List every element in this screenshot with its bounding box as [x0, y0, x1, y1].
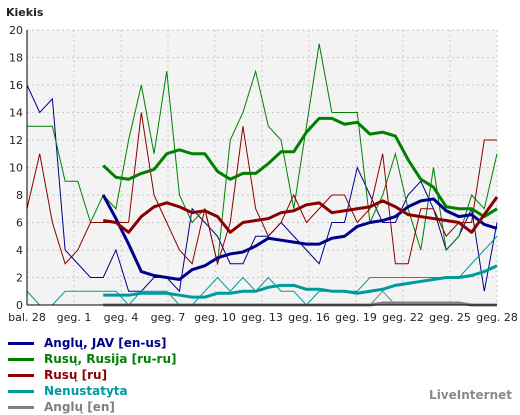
legend-item-4: Anglų [en] [8, 399, 177, 415]
y-tick-label: 6 [16, 217, 23, 230]
legend-item-2: Rusų [ru] [8, 367, 177, 383]
x-tick-label: geg. 13 [241, 311, 283, 324]
series-trend-2 [102, 196, 499, 234]
legend-item-0: Anglų, JAV [en-us] [8, 335, 177, 351]
x-tick-label: geg. 16 [288, 311, 330, 324]
x-tick-label: geg. 28 [476, 311, 518, 324]
brand-label: LiveInternet [429, 388, 512, 402]
series-trend-1 [102, 116, 498, 219]
y-tick-label: 16 [9, 79, 23, 92]
legend-swatch [8, 357, 34, 361]
series-line-3 [26, 235, 498, 306]
axes: 0 2 4 6 8 10 12 14 16 18 20 bal. 28 geg. 1 geg. 4 geg.… [8, 24, 518, 324]
y-tick-label: 2 [16, 272, 23, 285]
y-tick-label: 18 [9, 52, 23, 65]
legend: Anglų, JAV [en-us] Rusų, Rusija [ru-ru] Ru… [8, 335, 177, 415]
y-tick-label: 12 [9, 134, 23, 147]
y-tick-label: 10 [9, 162, 23, 175]
x-tick-label: geg. 10 [194, 311, 236, 324]
x-tick-label: geg. 7 [151, 311, 186, 324]
legend-swatch [8, 373, 34, 377]
x-tick-label: bal. 28 [8, 311, 46, 324]
series-trend-0 [101, 194, 498, 281]
legend-swatch [8, 389, 34, 393]
x-tick-label: geg. 4 [104, 311, 139, 324]
legend-label: Anglų, JAV [en-us] [44, 336, 167, 350]
y-tick-label: 0 [16, 299, 23, 312]
legend-label: Rusų [ru] [44, 368, 108, 382]
x-tick-label: geg. 19 [335, 311, 377, 324]
series-trend-3 [103, 264, 498, 299]
y-tick-label: 8 [16, 189, 23, 202]
x-tick-label: geg. 1 [57, 311, 92, 324]
legend-label: Nenustatyta [44, 384, 128, 398]
x-tick-label: geg. 22 [382, 311, 424, 324]
legend-swatch [8, 405, 34, 409]
legend-item-1: Rusų, Rusija [ru-ru] [8, 351, 177, 367]
legend-label: Rusų, Rusija [ru-ru] [44, 352, 177, 366]
series-line-0 [26, 84, 498, 293]
x-tick-label: geg. 25 [429, 311, 471, 324]
legend-label: Anglų [en] [44, 400, 115, 414]
legend-item-3: Nenustatyta [8, 383, 177, 399]
y-axis-title: Kiekis [6, 6, 44, 19]
y-tick-label: 4 [16, 244, 23, 257]
y-tick-label: 20 [9, 24, 23, 37]
line-chart: 0 2 4 6 8 10 12 14 16 18 20 bal. 28 geg. 1 geg. 4 geg.… [6, 6, 518, 324]
series-line-2 [26, 112, 497, 266]
legend-swatch [8, 341, 34, 345]
y-tick-label: 14 [9, 107, 23, 120]
